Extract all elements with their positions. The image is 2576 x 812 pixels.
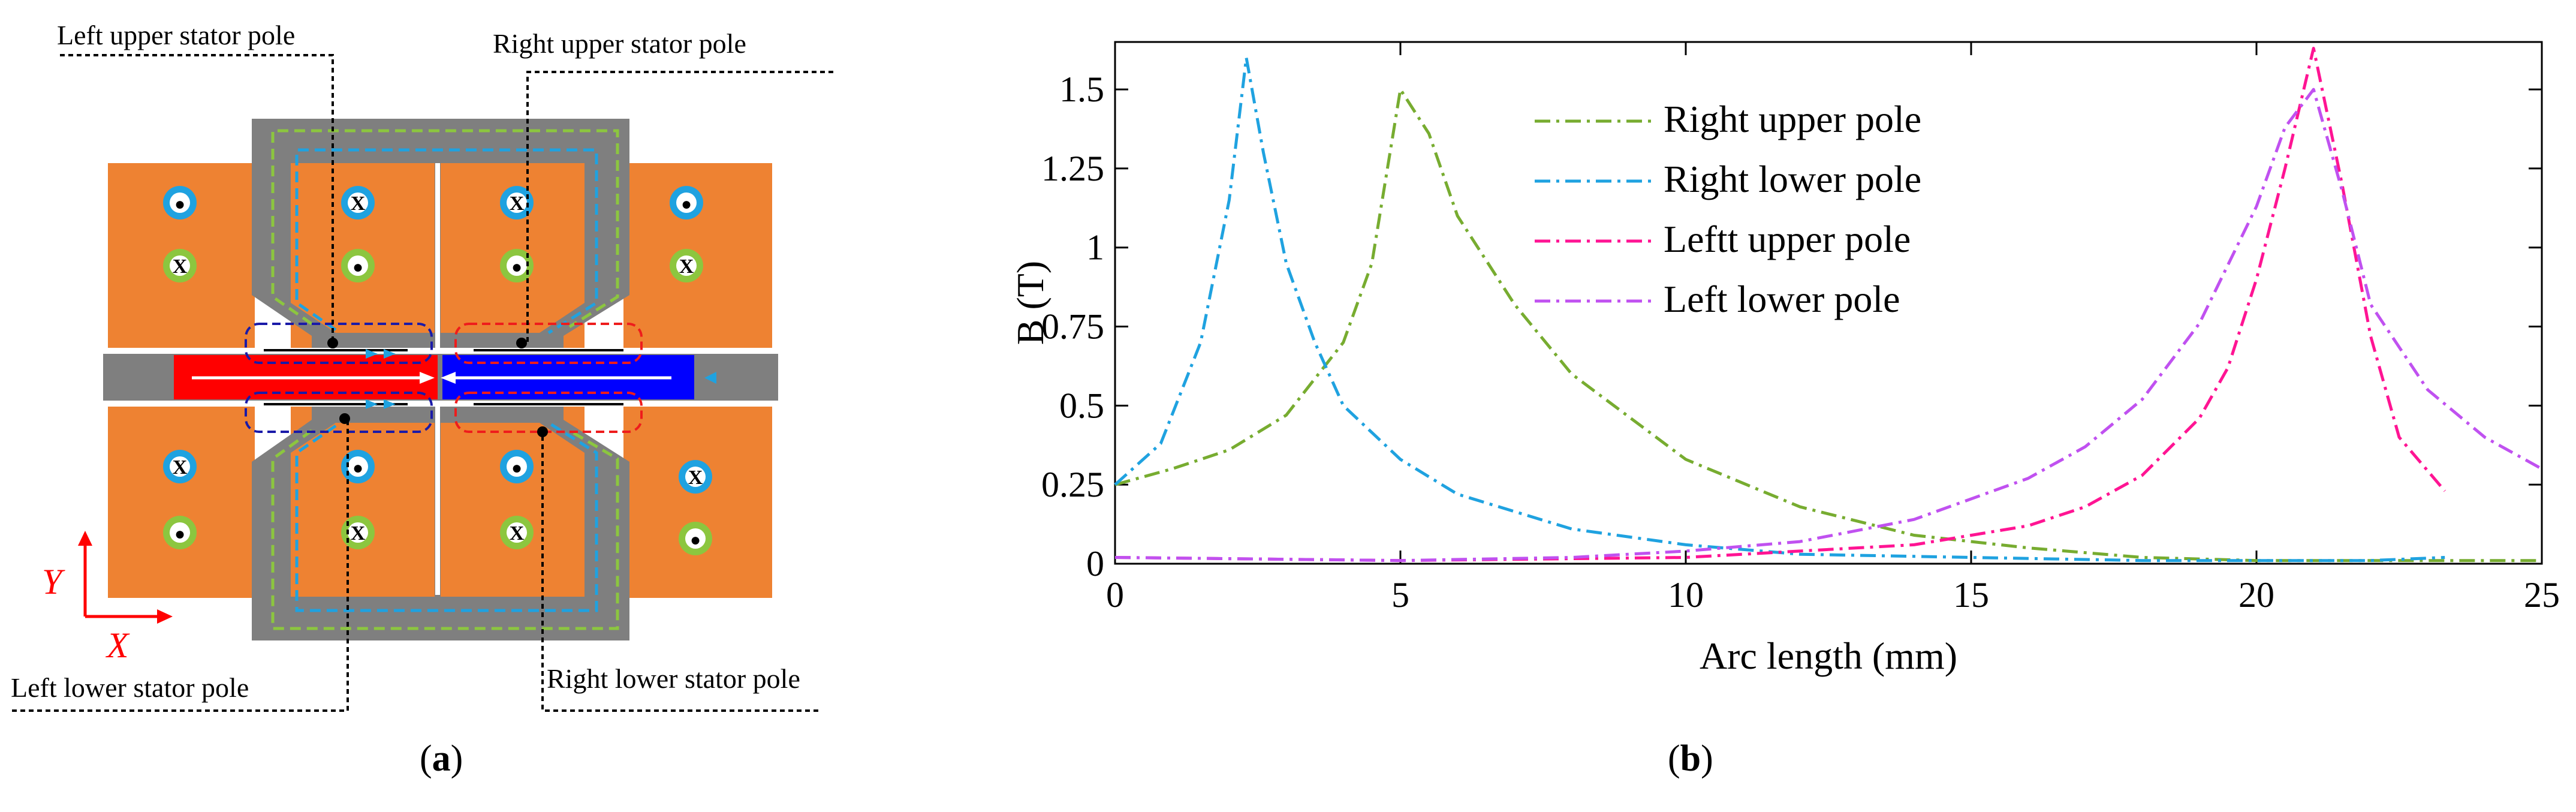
conductor-mark: X (173, 255, 188, 278)
x-axis-label: Arc length (mm) (1700, 634, 1957, 677)
pole-loop-right-upper (454, 323, 643, 364)
conductor-mark: ● (174, 194, 185, 214)
coil-slot-lower-right (441, 423, 585, 597)
y-tick-label: 1 (1086, 228, 1104, 267)
coil-block-lower-left (108, 406, 255, 598)
legend-entry: Leftt upper pole (1664, 218, 1911, 260)
conductor-cross: X (500, 186, 534, 219)
conductors: ● X X ● X ● ● X X ● ● X ● X X ● (163, 186, 712, 555)
legend-entry: Right lower pole (1664, 158, 1921, 200)
x-tick-label: 20 (2238, 575, 2274, 615)
coordinate-axes: Y X (42, 531, 173, 665)
conductor-mark: X (688, 467, 703, 489)
subfigure-label-a: (a) (420, 738, 463, 779)
subfigure-label-b: (b) (1668, 738, 1713, 779)
conductor-dot: ● (163, 516, 197, 549)
callout-dot-right-upper (516, 338, 527, 348)
coil-slot-upper-left (291, 163, 435, 333)
flux-paths (271, 129, 619, 630)
conductor-dot: ● (670, 186, 703, 219)
coil-block-lower-right (623, 406, 772, 598)
conductor-dot: ● (500, 450, 534, 483)
flux-density-chart: 0 5 10 15 20 25 0 0.25 0.5 0.75 1 1.25 1.5 Right upp… (1009, 41, 2560, 677)
callout-left-upper: Left upper stator pole (57, 20, 295, 50)
x-tick-label: 10 (1668, 575, 1704, 615)
pole-loop-left-lower (245, 392, 433, 433)
conductor-mark: X (351, 522, 366, 545)
y-axis-label: B (T) (1009, 261, 1052, 345)
coil-slot-upper-right (441, 163, 585, 333)
callout-dot-left-lower (339, 413, 350, 424)
conductor-dot: ● (341, 249, 375, 282)
chart-series (1114, 47, 2543, 563)
conductor-cross: X (341, 516, 375, 549)
conductor-mark: ● (352, 257, 363, 277)
pole-loop-right-lower (454, 392, 643, 433)
y-tick-label: 0.5 (1059, 386, 1104, 425)
conductor-mark: X (351, 193, 366, 215)
air-gap-lower (103, 401, 778, 407)
legend-entry: Left lower pole (1664, 278, 1900, 320)
conductor-cross: X (500, 516, 534, 549)
y-tick-label: 0.75 (1041, 307, 1104, 347)
conductor-mark: X (510, 193, 525, 215)
magnet-left-arrow-head (420, 372, 435, 384)
chart-legend: Right upper pole Right lower pole Leftt up… (1535, 98, 1921, 320)
center-gap-lower (435, 403, 440, 595)
axis-ticks: 0 5 10 15 20 25 0 0.25 0.5 0.75 1 1.25 1.5 (1041, 42, 2560, 615)
x-tick-label: 25 (2524, 575, 2560, 615)
conductor-mark: ● (511, 257, 522, 277)
motor-cross-section-diagram: ●XX●X●●XX●●X●XX● Left upper stator pole … (11, 20, 833, 712)
x-tick-label: 15 (1953, 575, 1989, 615)
conductor-mark: X (173, 456, 188, 479)
callout-right-upper: Right upper stator pole (493, 28, 746, 59)
conductor-mark: X (679, 255, 694, 278)
conductor-dot: ● (341, 450, 375, 483)
center-gap-upper (435, 163, 440, 354)
conductor-cross: X (341, 186, 375, 219)
flux-path-green-lower (271, 429, 619, 630)
callout-lines (12, 54, 833, 712)
flux-path-green-upper (271, 129, 619, 329)
coil-slot-lower-left (291, 423, 435, 597)
series-line-4 (1114, 88, 2543, 563)
conductor-mark: X (510, 522, 525, 545)
axis-x-label: X (106, 625, 130, 665)
y-tick-label: 1.25 (1041, 149, 1104, 188)
flux-path-blue-lower (295, 421, 598, 612)
series-line-1 (1114, 88, 2542, 563)
y-tick-label: 0 (1086, 544, 1104, 584)
conductor-mark: ● (690, 530, 701, 550)
conductor-mark: ● (681, 194, 692, 214)
y-tick-label: 0.25 (1041, 465, 1104, 504)
legend-entry: Right upper pole (1664, 98, 1921, 140)
x-tick-label: 5 (1391, 575, 1409, 615)
conductor-dot: ● (163, 186, 197, 219)
x-tick-label: 0 (1106, 575, 1124, 615)
series-line-3 (1114, 47, 2447, 563)
axis-y-label: Y (42, 562, 65, 602)
conductor-cross: X (679, 460, 712, 494)
flux-path-blue-upper (295, 148, 598, 335)
conductor-cross: X (163, 450, 197, 483)
callout-dot-left-upper (327, 338, 338, 348)
conductor-mark: ● (352, 458, 363, 478)
magnet-right-arrow-head (441, 372, 456, 384)
conductor-dot: ● (500, 249, 534, 282)
conductor-dot: ● (679, 522, 712, 555)
air-gap-upper (103, 348, 778, 354)
flux-arrows-small (366, 349, 716, 409)
callout-dot-right-lower (537, 426, 548, 437)
callout-left-lower: Left lower stator pole (11, 672, 249, 703)
conductor-cross: X (670, 249, 703, 282)
conductor-mark: ● (174, 524, 185, 544)
pole-loop-left-upper (245, 323, 433, 364)
y-tick-label: 1.5 (1059, 70, 1104, 109)
conductor-mark: ● (511, 458, 522, 478)
series-line-2 (1114, 56, 2445, 563)
conductor-cross: X (163, 249, 197, 282)
callout-right-lower: Right lower stator pole (547, 663, 800, 694)
plot-frame (1114, 41, 2543, 565)
